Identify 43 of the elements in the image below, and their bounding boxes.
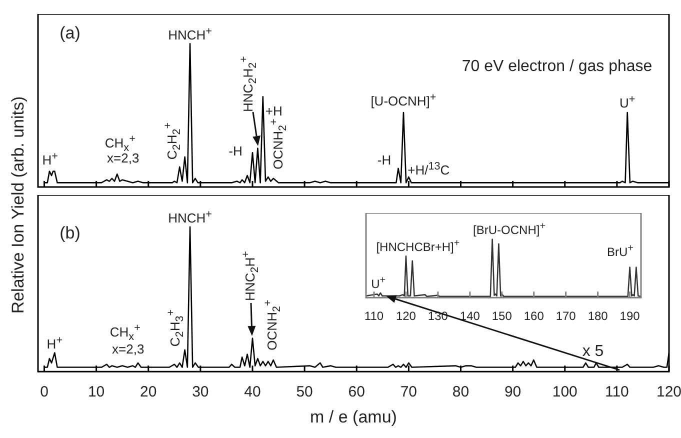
chart-title: (b)	[60, 224, 80, 242]
x-tick-label: 140	[460, 309, 480, 324]
x-axis-title: m / e (amu)	[310, 407, 397, 426]
annotation: -H	[228, 143, 242, 158]
x-tick-label: 30	[192, 384, 209, 401]
annotation: x=2,3	[112, 342, 144, 357]
x-tick-label: 0	[40, 384, 48, 401]
x-tick-label: 150	[492, 309, 512, 324]
annotation: [U-OCNH]$^{+}$	[370, 92, 436, 110]
x-tick-label: 170	[556, 309, 576, 324]
x-tick-label: 90	[504, 384, 522, 401]
annotation: HNCH$^{+}$	[168, 24, 212, 42]
x-tick-label: 60	[348, 384, 365, 401]
x-tick-label: 110	[364, 309, 384, 324]
annotation: [BrU-OCNH]$^{+}$	[473, 221, 546, 238]
x-tick-label: 80	[452, 384, 470, 401]
x-tick-label: 160	[524, 309, 544, 324]
annotation: H$^{+}$	[46, 334, 63, 352]
x-tick-label: 120	[656, 384, 681, 401]
annotation: BrU$^{+}$	[606, 243, 634, 260]
annotation: [HNCHCBr+H]$^{+}$	[376, 238, 460, 254]
x-tick-label: 180	[588, 309, 608, 324]
annotation: U$^{+}$	[619, 94, 636, 112]
x-tick-label: 20	[140, 384, 157, 401]
annotation: H$^{+}$	[42, 150, 58, 168]
x-tick-label: 100	[552, 384, 578, 401]
annotation: HNCH$^{+}$	[168, 208, 212, 226]
x-tick-label: 70	[400, 384, 418, 401]
x-tick-label: 40	[244, 384, 261, 401]
annotation: 70 eV electron / gas phase	[462, 58, 652, 75]
annotation: x=2,3	[107, 150, 140, 166]
annotation: x 5	[582, 343, 604, 360]
annotation: +H	[265, 103, 282, 118]
x-tick-label: 190	[620, 309, 640, 324]
x-tick-label: 50	[296, 384, 313, 401]
annotation: U$^{+}$	[371, 274, 386, 291]
y-axis-title: Relative Ion Yield (arb. units)	[8, 96, 28, 314]
annotation: +H/$^{13}$C	[408, 160, 450, 178]
x-tick-label: 120	[396, 309, 416, 324]
annotation: -H	[377, 152, 392, 168]
chart-title: (a)	[60, 24, 80, 42]
x-tick-label: 10	[88, 384, 105, 401]
x-tick-label: 110	[604, 384, 629, 401]
